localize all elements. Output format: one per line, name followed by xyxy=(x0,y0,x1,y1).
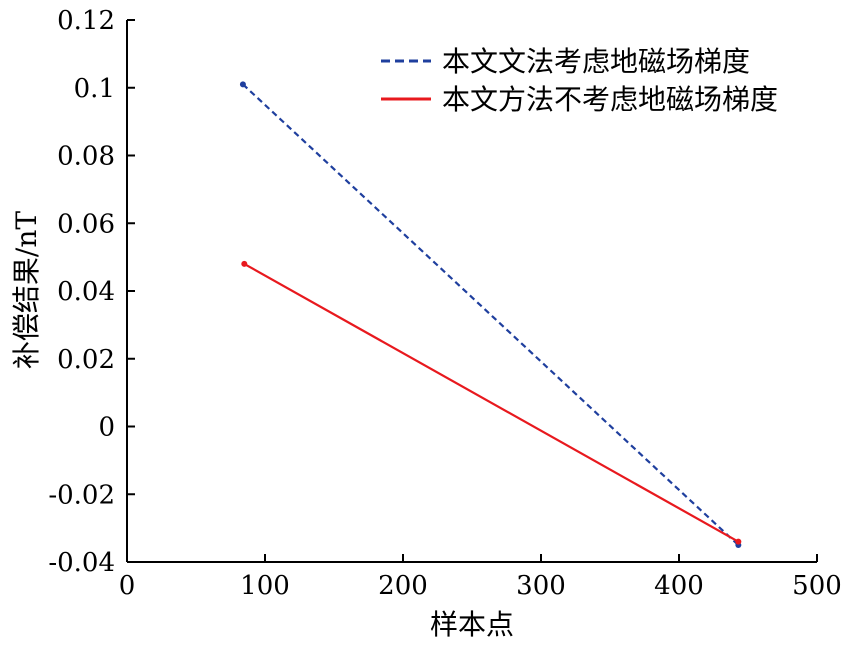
y-tick-label: 0 xyxy=(98,413,115,443)
y-tick-label: -0.04 xyxy=(48,548,115,578)
y-tick-label: 0.02 xyxy=(57,345,115,375)
y-tick-label: 0.06 xyxy=(57,209,115,239)
x-tick-label: 300 xyxy=(516,571,566,601)
y-tick-label: 0.12 xyxy=(57,6,115,36)
x-tick-label: 100 xyxy=(240,571,290,601)
y-axis-title: 补偿结果/nT xyxy=(10,211,43,369)
x-tick-label: 0 xyxy=(119,571,136,601)
legend-label-without-gradient: 本文方法不考虑地磁场梯度 xyxy=(442,83,778,116)
y-tick-label: 0.08 xyxy=(57,142,115,172)
series-layer xyxy=(239,81,742,549)
x-tick-label: 500 xyxy=(792,571,842,601)
y-tick-label: 0.1 xyxy=(74,74,115,104)
series-line-with-gradient xyxy=(242,83,740,546)
x-ticks: 0 100 200 300 400 500 xyxy=(119,554,842,601)
x-tick-label: 400 xyxy=(654,571,704,601)
y-tick-label: -0.02 xyxy=(48,480,115,510)
series-point-without-gradient xyxy=(735,538,742,545)
legend: 本文文法考虑地磁场梯度 本文方法不考虑地磁场梯度 xyxy=(381,45,778,116)
legend-label-with-gradient: 本文文法考虑地磁场梯度 xyxy=(442,45,750,78)
x-tick-label: 200 xyxy=(378,571,428,601)
x-axis-title: 样本点 xyxy=(430,608,514,641)
series-point-with-gradient xyxy=(239,81,246,88)
series-line-without-gradient xyxy=(243,262,739,543)
y-ticks: -0.04 -0.02 0 0.02 0.04 0.06 0.08 0.1 0.12 xyxy=(48,6,135,578)
y-tick-label: 0.04 xyxy=(57,277,115,307)
series-point-without-gradient xyxy=(241,260,248,267)
